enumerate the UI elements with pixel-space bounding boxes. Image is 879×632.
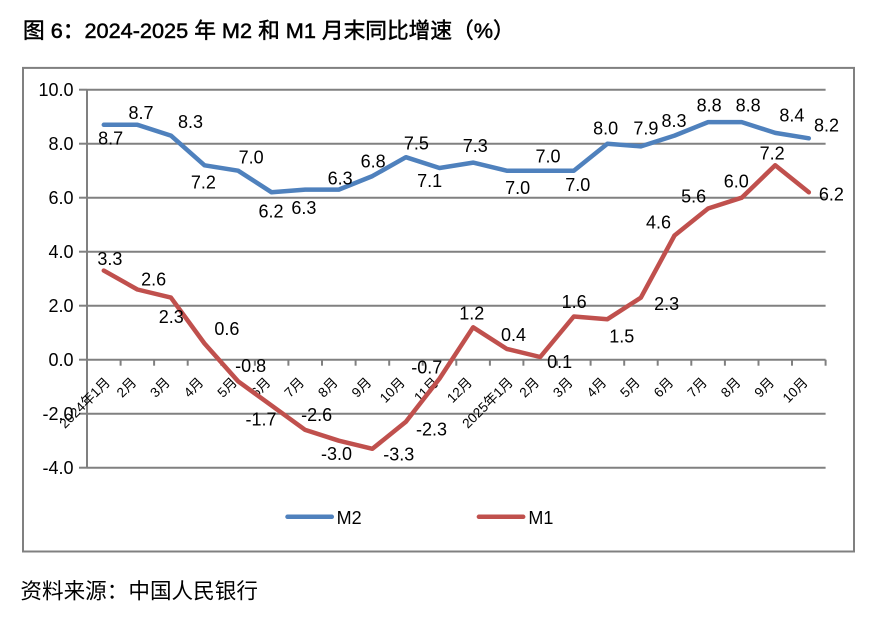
- svg-text:1.2: 1.2: [459, 304, 484, 324]
- svg-text:2.3: 2.3: [654, 294, 679, 314]
- svg-text:7.1: 7.1: [417, 171, 442, 191]
- svg-text:3.3: 3.3: [97, 249, 122, 269]
- svg-text:7.5: 7.5: [404, 133, 429, 153]
- svg-text:7.0: 7.0: [239, 147, 264, 167]
- svg-text:8.0: 8.0: [48, 134, 73, 154]
- svg-text:6.3: 6.3: [328, 168, 353, 188]
- svg-text:6.0: 6.0: [724, 172, 749, 192]
- svg-text:6.2: 6.2: [258, 201, 283, 221]
- svg-text:4.6: 4.6: [646, 213, 671, 233]
- svg-text:6.3: 6.3: [291, 198, 316, 218]
- svg-text:-1.7: -1.7: [245, 409, 276, 429]
- svg-text:图 6：2024-2025 年 M2 和 M1 月末同比增速: 图 6：2024-2025 年 M2 和 M1 月末同比增速（%）: [23, 18, 515, 43]
- svg-text:2.3: 2.3: [159, 307, 184, 327]
- svg-text:-0.7: -0.7: [411, 357, 442, 377]
- svg-text:0.0: 0.0: [48, 350, 73, 370]
- svg-text:-2.3: -2.3: [416, 419, 447, 439]
- svg-text:8.8: 8.8: [697, 96, 722, 116]
- svg-text:6.8: 6.8: [361, 151, 386, 171]
- svg-text:6.2: 6.2: [819, 185, 844, 205]
- svg-text:2.0: 2.0: [48, 296, 73, 316]
- svg-text:-4.0: -4.0: [42, 458, 73, 478]
- svg-text:8.2: 8.2: [814, 116, 839, 136]
- svg-text:7.3: 7.3: [463, 136, 488, 156]
- svg-text:8.3: 8.3: [661, 111, 686, 131]
- svg-text:7.0: 7.0: [535, 147, 560, 167]
- svg-text:5.6: 5.6: [681, 187, 706, 207]
- svg-text:10.0: 10.0: [38, 80, 73, 100]
- svg-text:8.4: 8.4: [779, 106, 804, 126]
- svg-text:8.7: 8.7: [128, 103, 153, 123]
- svg-text:8.3: 8.3: [178, 112, 203, 132]
- svg-text:1.5: 1.5: [609, 326, 634, 346]
- svg-text:8.0: 8.0: [593, 118, 618, 138]
- svg-text:7.2: 7.2: [191, 173, 216, 193]
- svg-text:-2.6: -2.6: [301, 405, 332, 425]
- svg-text:7.0: 7.0: [505, 178, 530, 198]
- svg-text:0.4: 0.4: [501, 325, 526, 345]
- svg-text:6.0: 6.0: [48, 188, 73, 208]
- svg-text:资料来源：中国人民银行: 资料来源：中国人民银行: [20, 579, 258, 604]
- svg-text:7.0: 7.0: [565, 175, 590, 195]
- svg-text:1.6: 1.6: [562, 292, 587, 312]
- svg-text:M2: M2: [337, 508, 362, 528]
- svg-text:-0.8: -0.8: [235, 356, 266, 376]
- svg-text:7.9: 7.9: [633, 118, 658, 138]
- svg-text:-3.3: -3.3: [383, 445, 414, 465]
- svg-text:8.8: 8.8: [736, 96, 761, 116]
- svg-text:7.2: 7.2: [760, 143, 785, 163]
- svg-text:2.6: 2.6: [141, 270, 166, 290]
- svg-text:-3.0: -3.0: [321, 444, 352, 464]
- svg-text:-2.0: -2.0: [42, 404, 73, 424]
- svg-text:M1: M1: [528, 508, 553, 528]
- svg-text:4.0: 4.0: [48, 242, 73, 262]
- svg-text:0.1: 0.1: [547, 352, 572, 372]
- svg-text:8.7: 8.7: [98, 128, 123, 148]
- svg-text:0.6: 0.6: [214, 319, 239, 339]
